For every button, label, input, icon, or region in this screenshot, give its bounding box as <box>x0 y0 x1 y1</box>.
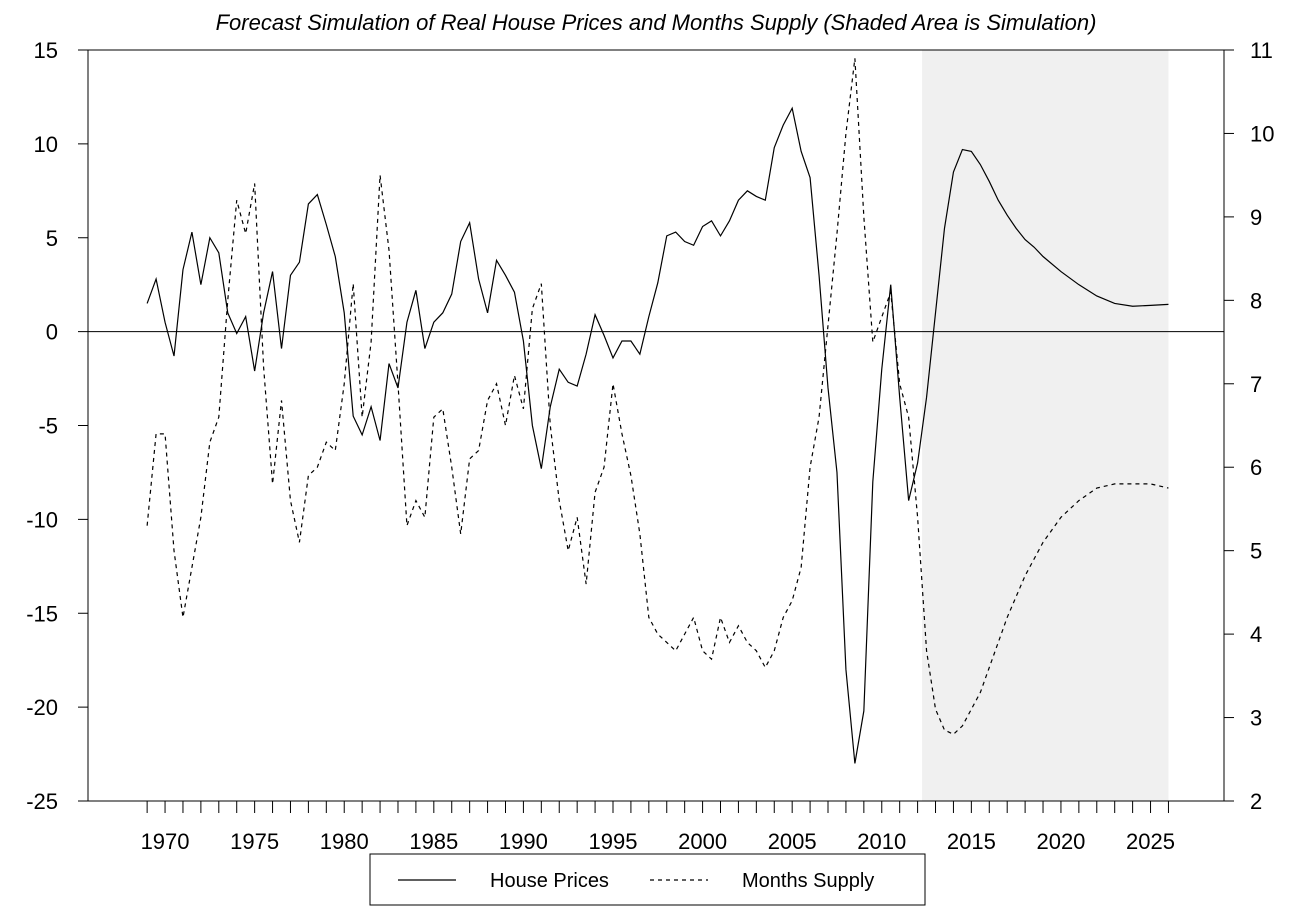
x-tick-label: 2005 <box>768 829 817 854</box>
y2-tick-label: 7 <box>1250 372 1262 397</box>
y2-tick-label: 9 <box>1250 205 1262 230</box>
x-tick-label: 1970 <box>141 829 190 854</box>
y-tick-label: -20 <box>26 695 58 720</box>
x-tick-label: 1990 <box>499 829 548 854</box>
legend-label: House Prices <box>490 870 609 892</box>
y-tick-label: -25 <box>26 789 58 814</box>
x-tick-label: 1980 <box>320 829 369 854</box>
y2-tick-label: 5 <box>1250 539 1262 564</box>
simulation-shade <box>922 50 1169 801</box>
x-tick-label: 1985 <box>409 829 458 854</box>
y2-tick-label: 4 <box>1250 622 1262 647</box>
x-tick-label: 2020 <box>1036 829 1085 854</box>
series-line <box>146 58 1169 735</box>
y2-tick-label: 3 <box>1250 706 1262 731</box>
y2-tick-label: 10 <box>1250 121 1274 146</box>
y2-tick-label: 8 <box>1250 288 1262 313</box>
x-tick-label: 2025 <box>1126 829 1175 854</box>
series-line <box>146 106 1169 764</box>
x-tick-label: 2000 <box>678 829 727 854</box>
x-tick-label: 1975 <box>230 829 279 854</box>
y-tick-label: -5 <box>38 414 58 439</box>
y-tick-label: 0 <box>46 320 58 345</box>
y-tick-label: 10 <box>34 132 58 157</box>
y2-tick-label: 6 <box>1250 455 1262 480</box>
y-tick-label: -10 <box>26 507 58 532</box>
y-tick-label: 5 <box>46 226 58 251</box>
y-tick-label: 15 <box>34 38 58 63</box>
y2-tick-label: 11 <box>1250 38 1273 63</box>
y2-tick-label: 2 <box>1250 789 1262 814</box>
legend-box <box>369 853 926 906</box>
y-tick-label: -15 <box>26 601 58 626</box>
chart-title: Forecast Simulation of Real House Prices… <box>216 10 1097 35</box>
legend-label: Months Supply <box>742 870 874 892</box>
x-tick-label: 1995 <box>589 829 638 854</box>
x-tick-label: 2010 <box>857 829 906 854</box>
x-tick-label: 2015 <box>947 829 996 854</box>
